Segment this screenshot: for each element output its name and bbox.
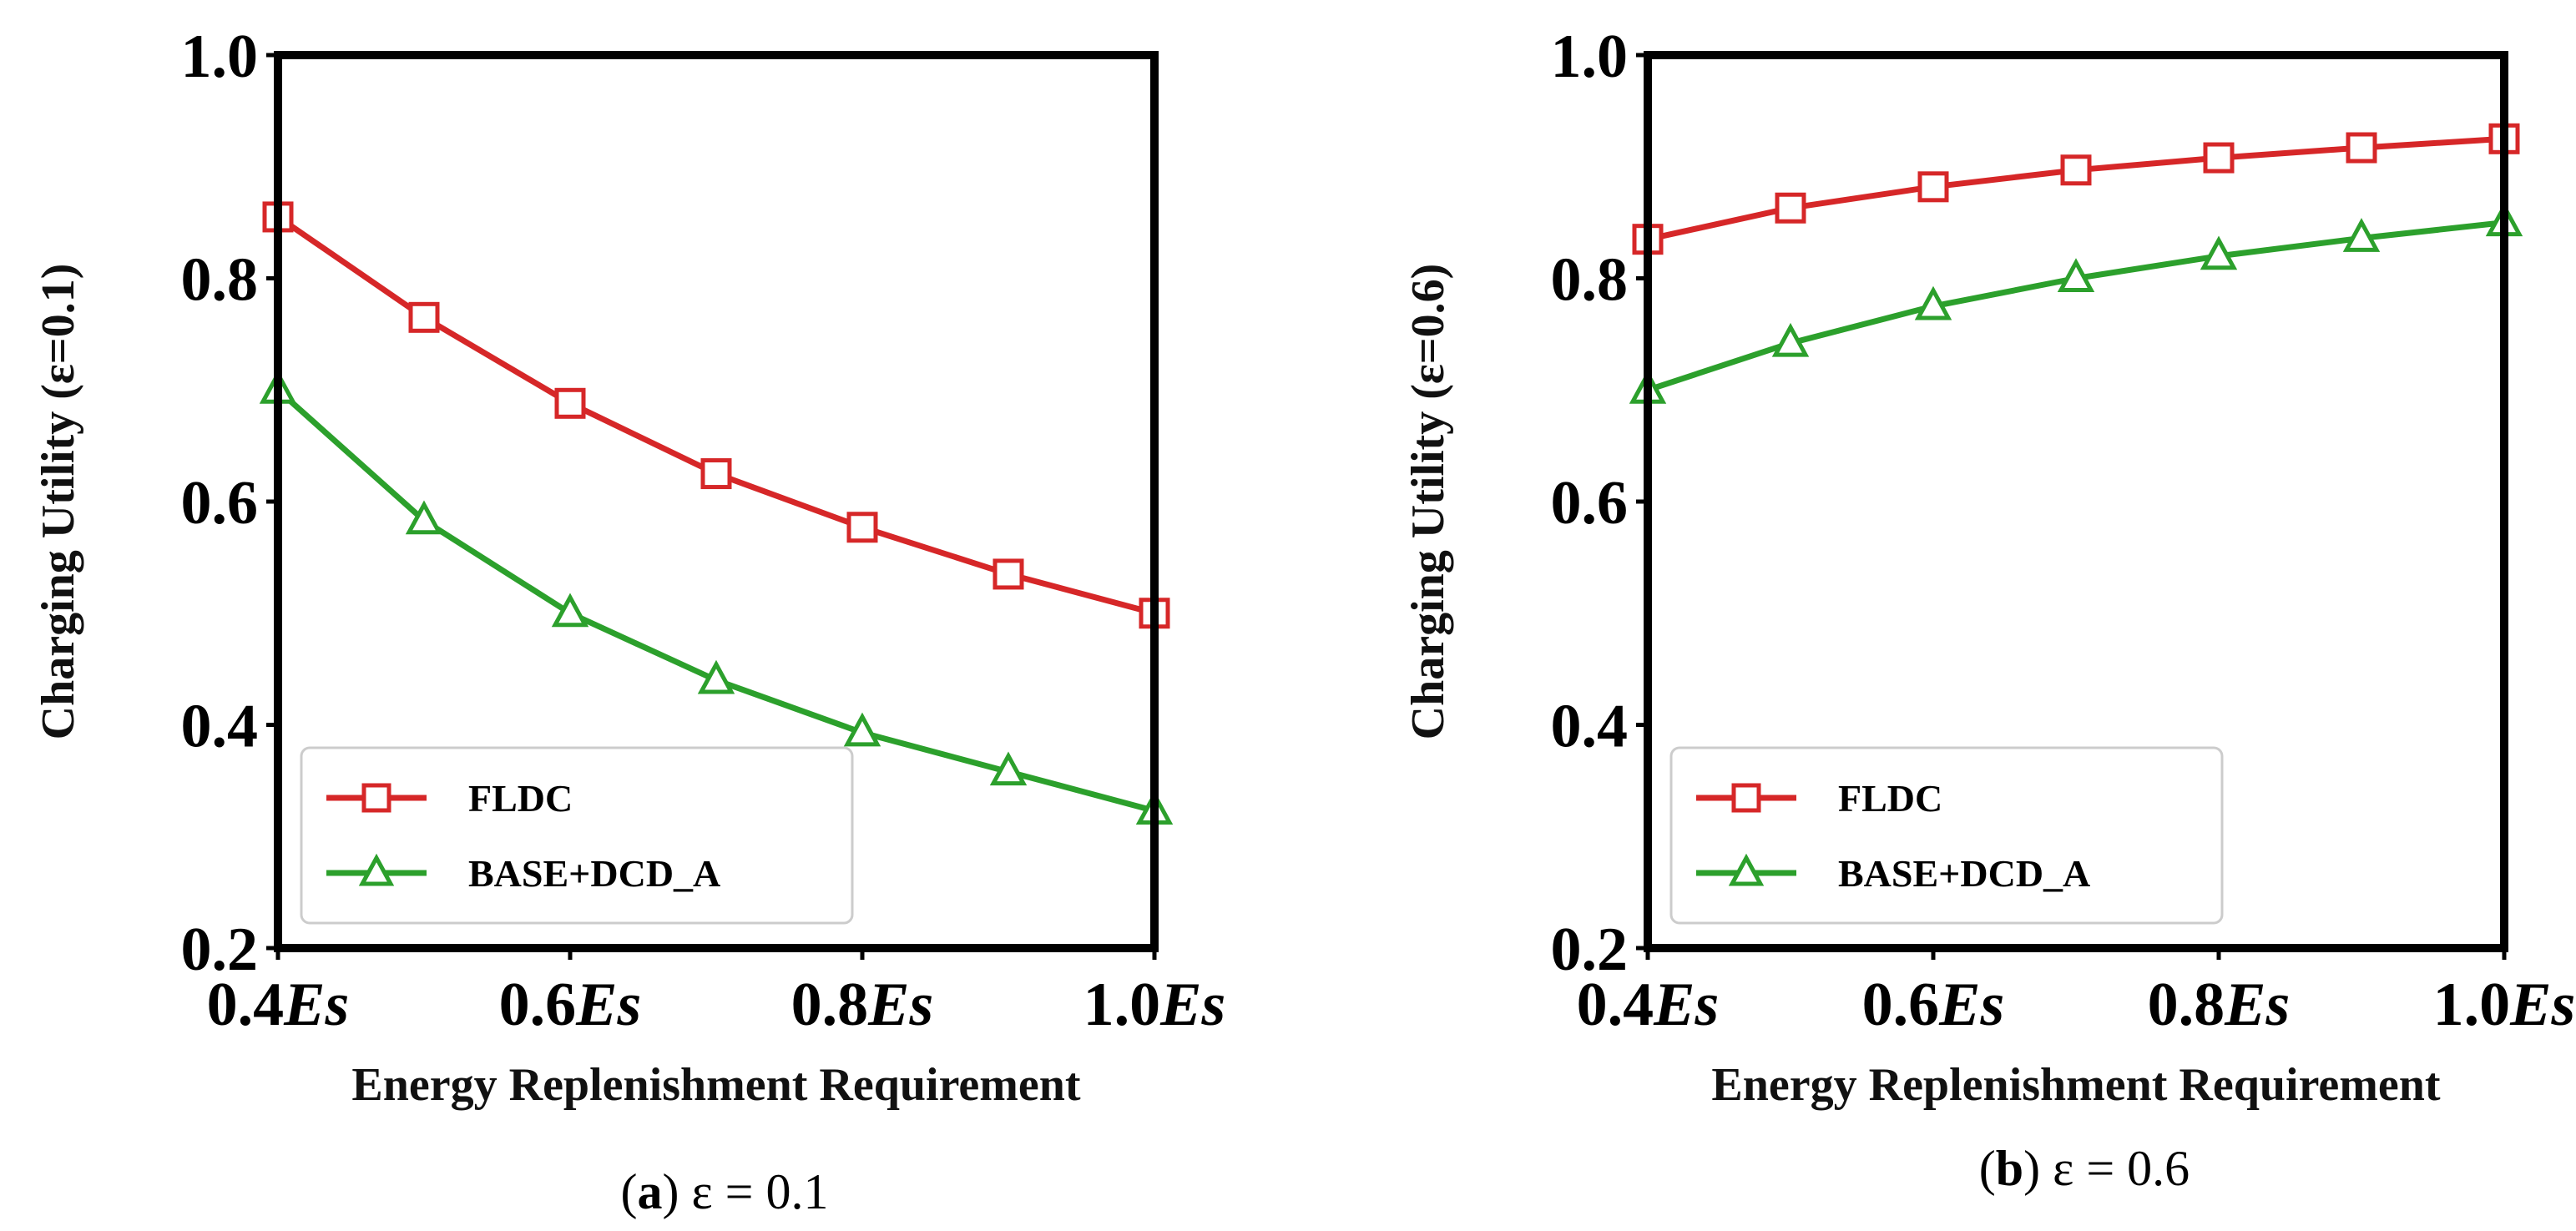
x-tick-label: 0.6Es <box>1862 971 2005 1039</box>
x-tick-label: 0.6Es <box>499 971 642 1039</box>
chart-panel-a: 0.2 0.4 0.6 0.8 1.0 0.4Es 0.6Es 0.8Es 1.0Es Charg… <box>33 23 1225 1219</box>
x-axis-title: Energy Replenishment Requirement <box>351 1059 1080 1111</box>
legend-label-1: BASE+DCD_A <box>1838 852 2090 895</box>
y-tick-label: 0.8 <box>1551 246 1629 315</box>
x-tick-label: 1.0Es <box>2433 971 2576 1039</box>
panel-caption: (b) ε = 0.6 <box>1979 1141 2190 1196</box>
legend-label-0: FLDC <box>468 777 573 820</box>
data-point <box>554 387 586 419</box>
data-point <box>993 558 1024 590</box>
data-point <box>1914 285 1952 320</box>
y-tick-label: 1.0 <box>181 23 259 91</box>
data-point <box>1775 192 1806 224</box>
data-point <box>846 512 878 543</box>
legend-marker-1 <box>1728 853 1765 886</box>
y-tick-label: 0.4 <box>181 693 259 761</box>
y-axis-title: Charging Utility (ε=0.6) <box>1402 264 1454 740</box>
legend-label-1: BASE+DCD_A <box>468 852 720 895</box>
legend-box <box>300 746 854 925</box>
data-point <box>2060 154 2092 186</box>
x-axis-title: Energy Replenishment Requirement <box>1711 1059 2440 1111</box>
legend-box <box>1669 746 2224 925</box>
x-tick-label: 1.0Es <box>1083 971 1226 1039</box>
y-tick-label: 1.0 <box>1551 23 1629 91</box>
series-line-0 <box>275 214 1158 617</box>
y-tick-label: 0.4 <box>1551 693 1629 761</box>
data-point <box>700 458 732 490</box>
data-point <box>697 659 735 694</box>
y-tick-label: 0.6 <box>1551 469 1629 537</box>
y-tick-label: 0.6 <box>181 469 259 537</box>
y-tick-label: 0.2 <box>1551 916 1629 984</box>
data-point <box>1917 171 1949 203</box>
y-tick-label: 0.8 <box>181 246 259 315</box>
chart-panel-b: 0.2 0.4 0.6 0.8 1.0 0.4Es 0.6Es 0.8Es 1.0Es Charg… <box>1402 23 2575 1196</box>
x-tick-label: 0.4Es <box>1577 971 1720 1039</box>
data-point <box>2200 235 2238 270</box>
legend-marker-0 <box>1731 783 1761 813</box>
y-tick-label: 0.2 <box>181 916 259 984</box>
data-point <box>405 500 443 535</box>
y-axis-title: Charging Utility (ε=0.1) <box>33 264 84 740</box>
legend-label-0: FLDC <box>1838 777 1942 820</box>
data-point <box>551 593 589 628</box>
legend-marker-0 <box>361 783 391 813</box>
data-point <box>2346 132 2377 164</box>
data-point <box>2057 258 2095 292</box>
x-tick-label: 0.8Es <box>2148 971 2291 1039</box>
data-point <box>1771 322 1810 357</box>
data-point <box>2203 142 2235 174</box>
panel-caption: (a) ε = 0.1 <box>620 1164 828 1219</box>
x-tick-label: 0.8Es <box>791 971 934 1039</box>
data-point <box>408 301 440 333</box>
x-tick-label: 0.4Es <box>207 971 350 1039</box>
data-point <box>989 751 1028 786</box>
data-point <box>2342 218 2381 252</box>
legend-marker-1 <box>358 853 395 886</box>
data-point <box>843 712 881 747</box>
